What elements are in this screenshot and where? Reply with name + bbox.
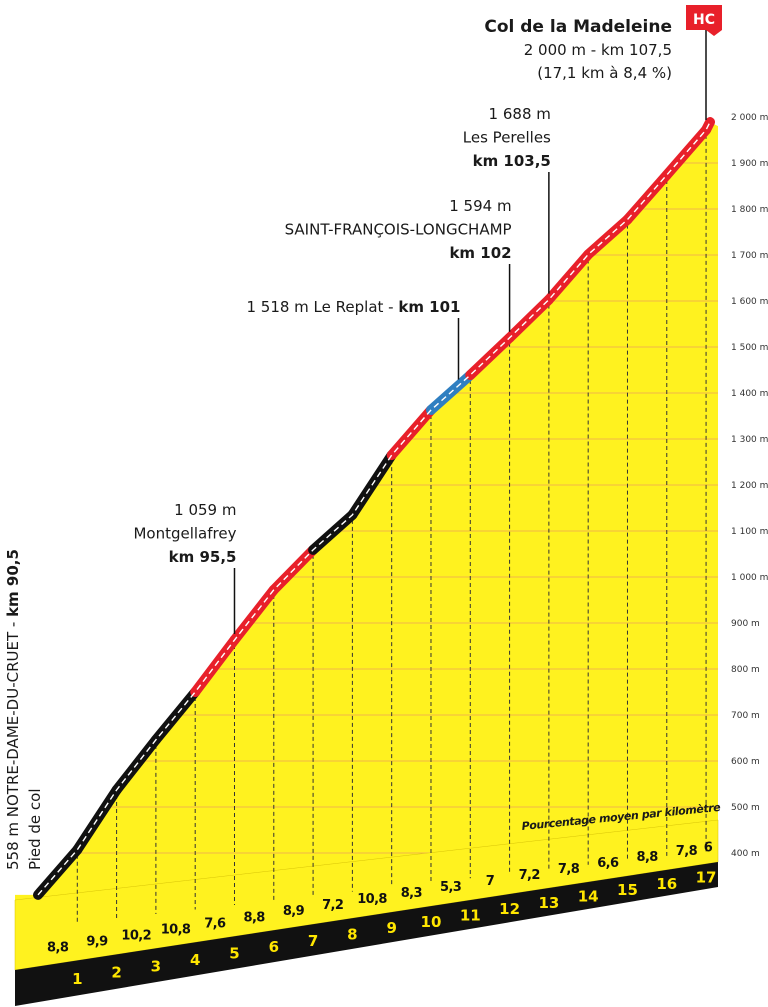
annotation: Montgellafrey xyxy=(133,525,236,543)
gradient-label: 7 xyxy=(486,874,495,889)
x-tick-label: 13 xyxy=(538,894,559,912)
x-tick-label: 6 xyxy=(269,938,279,956)
road-dash xyxy=(37,121,711,896)
x-tick-label: 5 xyxy=(229,945,239,963)
x-tick-label: 1 xyxy=(72,970,82,988)
gradient-label: 7,2 xyxy=(322,898,343,913)
annotation-text: km 101 xyxy=(398,298,460,316)
x-tick-label: 9 xyxy=(386,919,396,937)
x-tick-label: 2 xyxy=(111,964,121,982)
gradient-label: 7,8 xyxy=(558,862,580,877)
start-label-text: 558 m NOTRE-DAME-DU-CRUET - xyxy=(4,617,22,870)
gradient-label: 8,3 xyxy=(401,886,423,901)
y-tick-label: 1 600 m xyxy=(731,297,768,307)
start-label-km: km 90,5 xyxy=(4,549,22,617)
y-tick-label: 800 m xyxy=(731,665,760,675)
annotation: 1 059 m xyxy=(174,501,236,519)
annotation: SAINT-FRANÇOIS-LONGCHAMP xyxy=(285,221,512,239)
y-tick-label: 900 m xyxy=(731,619,760,629)
gradient-label: 7,2 xyxy=(519,868,540,883)
annotation-text: km 102 xyxy=(449,244,511,262)
annotation-text: 1 059 m xyxy=(174,501,236,519)
annotation-text: SAINT-FRANÇOIS-LONGCHAMP xyxy=(285,221,512,239)
annotation: Les Perelles xyxy=(463,129,551,147)
annotation: km 102 xyxy=(449,244,511,262)
annotation-text: km 95,5 xyxy=(169,548,237,566)
x-tick-label: 10 xyxy=(421,913,442,931)
gradient-label: 5,3 xyxy=(440,880,462,895)
gradient-label: 7,8 xyxy=(676,844,698,859)
road-segment xyxy=(543,249,594,305)
annotation: km 95,5 xyxy=(169,548,237,566)
y-tick-label: 1 000 m xyxy=(731,573,768,583)
gradient-label: 10,8 xyxy=(357,892,387,907)
road-segment xyxy=(33,844,83,900)
annotation: 1 594 m xyxy=(449,197,511,215)
gradient-label: 7,6 xyxy=(204,916,226,931)
annotation-text: km 103,5 xyxy=(473,152,551,170)
gradient-label: 10,8 xyxy=(161,922,191,937)
km-strip xyxy=(15,862,718,1006)
annotation: km 103,5 xyxy=(473,152,551,170)
gradient-label: 6 xyxy=(704,841,713,856)
y-tick-label: 400 m xyxy=(731,849,760,859)
road-segment xyxy=(622,169,672,225)
x-tick-label: 7 xyxy=(308,932,318,950)
annotation: 1 688 m xyxy=(489,105,551,123)
x-tick-label: 17 xyxy=(696,868,717,886)
annotation-text: Les Perelles xyxy=(463,129,551,147)
annotation-text: 1 594 m xyxy=(449,197,511,215)
y-tick-label: 1 300 m xyxy=(731,435,768,445)
subtitle: 2 000 m - km 107,5 xyxy=(524,41,672,59)
y-tick-label: 1 100 m xyxy=(731,527,768,537)
y-tick-label: 1 400 m xyxy=(731,389,768,399)
gradient-label: 8,8 xyxy=(47,940,69,955)
gradient-label: 8,8 xyxy=(637,850,659,865)
gradient-label: 8,8 xyxy=(244,910,266,925)
x-tick-label: 14 xyxy=(578,887,599,905)
flag xyxy=(686,5,722,36)
y-tick-label: 600 m xyxy=(731,757,760,767)
y-tick-label: 1 200 m xyxy=(731,481,768,491)
gradient-label: 6,6 xyxy=(597,856,619,871)
y-tick-label: 1 900 m xyxy=(731,159,768,169)
y-tick-label: 1 500 m xyxy=(731,343,768,353)
annotation-text: 1 518 m Le Replat - xyxy=(246,298,398,316)
x-tick-label: 4 xyxy=(190,951,200,969)
y-tick-label: 1 700 m xyxy=(731,251,768,261)
x-tick-label: 16 xyxy=(656,875,677,893)
profile-area xyxy=(15,122,718,901)
start-label: 558 m NOTRE-DAME-DU-CRUET - km 90,5 xyxy=(4,549,22,870)
subtitle: (17,1 km à 8,4 %) xyxy=(537,64,672,82)
gradient-label: 9,9 xyxy=(86,934,108,949)
badge: HC xyxy=(693,12,715,28)
y-tick-label: 1 800 m xyxy=(731,205,768,215)
annotation-text: 1 688 m xyxy=(489,105,551,123)
road-segment xyxy=(661,124,712,180)
top-layer: 400 m 500 m 600 m 700 m 800 m 900 m 1 000 m 1 1… xyxy=(33,105,768,988)
x-tick-label: 15 xyxy=(617,881,638,899)
annotation: 1 518 m Le Replat - km 101 xyxy=(246,298,460,316)
chart-title: Col de la Madeleine xyxy=(484,17,672,37)
x-tick-label: 12 xyxy=(499,900,520,918)
y-tick-label: 500 m xyxy=(731,803,760,813)
annotation-text: Montgellafrey xyxy=(133,525,236,543)
gradient-label: 8,9 xyxy=(283,904,305,919)
x-tick-label: 11 xyxy=(460,906,481,924)
x-tick-label: 8 xyxy=(347,926,357,944)
y-tick-label: 700 m xyxy=(731,711,760,721)
start-note: Pied de col xyxy=(26,788,44,870)
x-tick-label: 3 xyxy=(151,957,161,975)
profile-layer xyxy=(14,122,719,1006)
gradient-label: 10,2 xyxy=(121,928,151,943)
y-tick-label: 2 000 m xyxy=(731,113,768,123)
